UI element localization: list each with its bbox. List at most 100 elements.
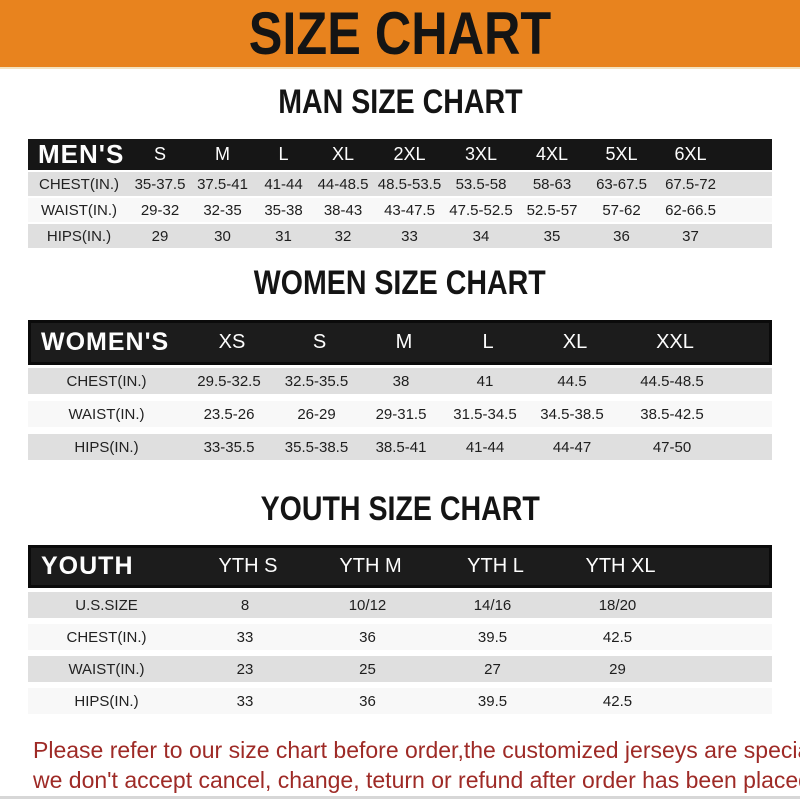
size-header-cell: M [215,144,230,164]
youth-ussize-row: U.S.SIZE 8 10/12 14/16 18/20 [28,592,772,618]
row-label: CHEST(IN.) [66,628,147,646]
size-header-cell: 4XL [535,144,569,164]
row-label: CHEST(IN.) [66,372,147,390]
table-cell: 23 [236,660,254,678]
table-cell: 42.5 [602,628,633,646]
men-chest-row: CHEST(IN.) 35-37.5 37.5-41 41-44 44-48.5… [28,172,772,196]
table-cell: 30 [214,227,231,245]
table-cell: 32.5-35.5 [284,372,349,390]
table-cell: 41-44 [465,438,505,456]
table-cell: 35-37.5 [134,175,186,193]
size-header-cell: YTH XL [585,555,656,577]
row-label: HIPS(IN.) [74,438,139,456]
table-cell: 58-63 [532,175,572,193]
table-cell: 18/20 [598,596,637,614]
row-label: WAIST(IN.) [68,660,145,678]
table-cell: 44-47 [552,438,592,456]
size-header-cell: 3XL [464,144,498,164]
table-cell: 39.5 [477,692,508,710]
men-size-table: MEN'S S M L XL 2XL 3XL 4XL 5XL 6XL CHEST… [28,139,772,248]
size-header-cell: S [153,144,166,164]
table-cell: 38.5-41 [375,438,427,456]
table-cell: 26-29 [297,405,336,423]
table-cell: 31.5-34.5 [453,405,517,423]
size-chart-banner: SIZE CHART [0,0,800,69]
table-cell: 52.5-57 [526,201,578,219]
table-cell: 34 [472,227,490,245]
row-label: CHEST(IN.) [39,175,119,193]
table-cell: 38.5-42.5 [640,405,704,423]
row-label: HIPS(IN.) [46,227,112,245]
table-cell: 29-32 [140,201,180,219]
table-cell: 33 [236,628,254,646]
table-cell: 33-35.5 [203,438,255,456]
table-cell: 38 [392,372,410,390]
table-cell: 33 [236,692,254,710]
size-header-cell: YTH L [467,555,524,577]
table-cell: 10/12 [348,596,387,614]
table-cell: 35.5-38.5 [284,438,349,456]
row-label: U.S.SIZE [75,596,138,614]
table-cell: 41-44 [264,175,303,193]
size-header-cell: XS [218,331,246,353]
table-cell: 47.5-52.5 [449,201,513,219]
size-header-cell: M [395,331,413,353]
men-hips-row: HIPS(IN.) 29 30 31 32 33 34 35 36 37 [28,224,772,248]
size-header-cell: XL [331,144,355,164]
size-header-cell: L [278,144,289,164]
table-cell: 44.5 [557,372,587,390]
size-header-cell: 5XL [605,144,638,164]
size-header-cell: YTH M [339,555,402,577]
women-size-table: WOMEN'S XS S M L XL XXL CHEST(IN.) 29.5-… [28,320,772,460]
table-cell: 23.5-26 [203,405,255,423]
table-cell: 29.5-32.5 [197,372,261,390]
table-cell: 44-48.5 [317,175,369,193]
youth-table-header-row: YOUTH YTH S YTH M YTH L YTH XL [28,545,772,588]
size-header-cell: XXL [656,331,694,353]
table-cell: 37.5-41 [197,175,248,193]
table-cell: 41 [476,372,494,390]
size-header-cell: XL [562,331,588,353]
table-cell: 32 [334,227,352,245]
man-section-heading: MAN SIZE CHART [0,83,800,121]
row-label: HIPS(IN.) [74,692,139,710]
table-cell: 36 [359,628,376,646]
youth-chest-row: CHEST(IN.) 33 36 39.5 42.5 [28,624,772,650]
women-section-heading: WOMEN SIZE CHART [0,264,800,302]
table-cell: 43-47.5 [384,201,435,219]
table-cell: 14/16 [473,596,512,614]
table-cell: 29 [151,227,169,245]
table-cell: 29 [609,660,626,678]
man-heading-text: MAN SIZE CHART [277,83,523,121]
table-cell: 67.5-72 [665,175,716,193]
table-cell: 27 [484,660,501,678]
table-cell: 31 [275,227,292,245]
size-header-cell: YTH S [218,555,278,577]
table-cell: 42.5 [602,692,633,710]
size-header-cell: S [312,331,327,353]
table-cell: 63-67.5 [596,175,647,193]
women-waist-row: WAIST(IN.) 23.5-26 26-29 29-31.5 31.5-34… [28,401,772,427]
table-cell: 36 [359,692,376,710]
youth-size-table: YOUTH YTH S YTH M YTH L YTH XL U.S.SIZE … [28,545,772,714]
youth-waist-row: WAIST(IN.) 23 25 27 29 [28,656,772,682]
footer-notice: Please refer to our size chart before or… [0,735,800,795]
table-cell: 35 [543,227,561,245]
men-table-header-row: MEN'S S M L XL 2XL 3XL 4XL 5XL 6XL [28,139,772,170]
size-header-cell: 2XL [393,144,426,164]
banner-title: SIZE CHART [248,0,552,67]
women-heading-text: WOMEN SIZE CHART [254,264,546,302]
table-cell: 48.5-53.5 [377,175,442,193]
women-hips-row: HIPS(IN.) 33-35.5 35.5-38.5 38.5-41 41-4… [28,434,772,460]
footer-line-2: we don't accept cancel, change, teturn o… [33,767,800,793]
row-label: WAIST(IN.) [68,405,145,423]
women-chest-row: CHEST(IN.) 29.5-32.5 32.5-35.5 38 41 44.… [28,368,772,394]
table-cell: 34.5-38.5 [540,405,604,423]
women-corner-label: WOMEN'S [41,328,170,356]
footer-line-1: Please refer to our size chart before or… [33,737,800,763]
table-cell: 33 [401,227,418,245]
table-cell: 37 [682,227,699,245]
table-cell: 62-66.5 [665,201,716,219]
men-corner-label: MEN'S [38,139,125,169]
size-header-cell: L [482,331,494,353]
